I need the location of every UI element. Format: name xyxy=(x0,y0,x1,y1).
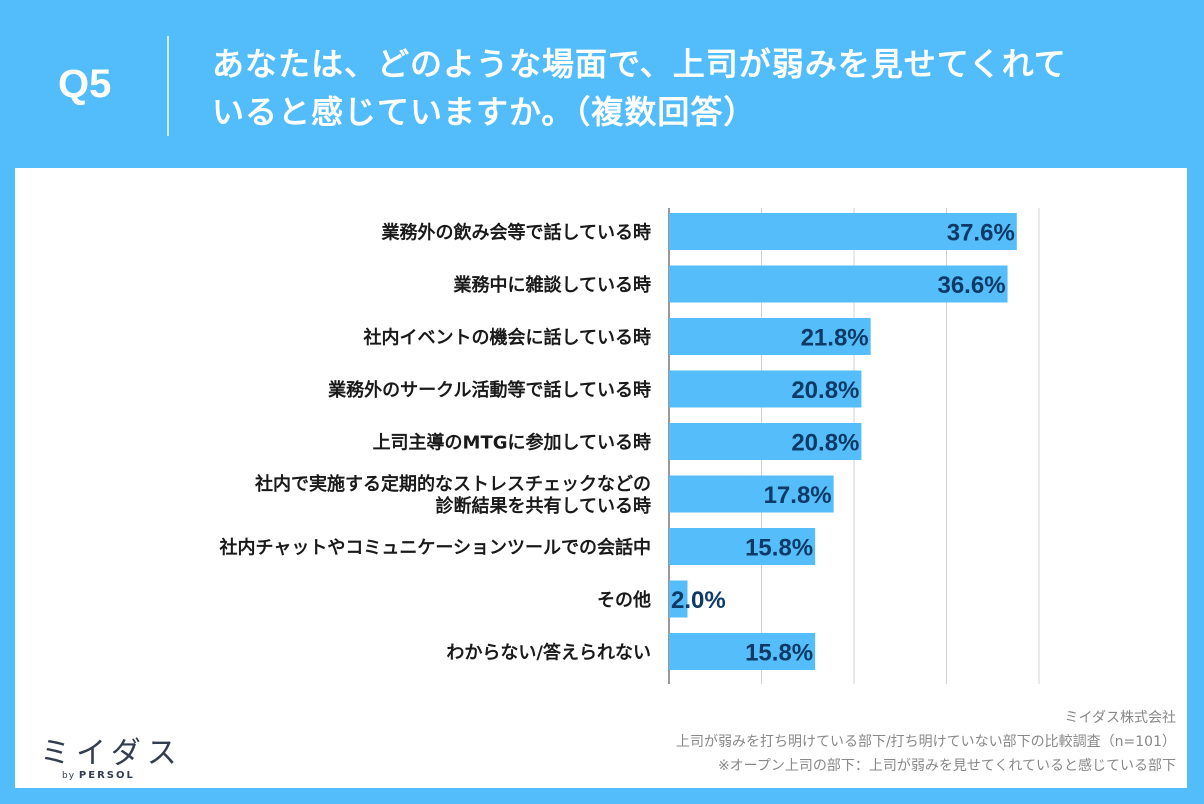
bar xyxy=(669,318,871,355)
category-label: その他 xyxy=(597,589,651,611)
data-label: 2.0% xyxy=(671,587,726,614)
question-number: Q5 xyxy=(58,62,112,106)
data-label: 15.8% xyxy=(745,535,813,562)
data-label: 21.8% xyxy=(801,325,869,352)
footer-survey: 上司が弱みを打ち明けている部下/打ち明けていない部下の比較調査（n=101） xyxy=(675,734,1176,750)
bar xyxy=(669,370,862,408)
footer: ミイダス株式会社 上司が弱みを打ち明けている部下/打ち明けていない部下の比較調査… xyxy=(676,706,1176,778)
logo-brand: ミイダス xyxy=(40,736,183,771)
data-label: 17.8% xyxy=(764,482,832,509)
bar xyxy=(669,528,816,565)
question-line-2: いると感じていますか。（複数回答） xyxy=(212,93,757,131)
bar xyxy=(669,475,834,513)
bar xyxy=(669,580,688,618)
brand-logo: ミイダス by PERSOL xyxy=(40,728,183,781)
data-label: 15.8% xyxy=(745,640,813,667)
category-label: 業務外のサークル活動等で話している時 xyxy=(327,379,651,401)
category-label: 社内で実施する定期的なストレスチェックなどの xyxy=(255,473,651,495)
logo-partner: PERSOL xyxy=(78,770,135,781)
header-divider xyxy=(167,36,169,136)
category-label: 社内イベントの機会に話している時 xyxy=(364,327,651,349)
bar xyxy=(669,423,862,460)
category-label: 社内チャットやコミュニケーションツールでの会話中 xyxy=(220,537,651,559)
category-label: 上司主導のMTGに参加している時 xyxy=(373,432,651,454)
bar xyxy=(669,265,1008,303)
chart-panel: 37.6% 業務外の飲み会等で話している時 36.6% 業務中に雑談している時 21.8… xyxy=(15,168,1187,788)
bar xyxy=(669,213,1017,250)
footer-note: ※オープン上司の部下：上司が弱みを見せてくれていると感じている部下 xyxy=(717,758,1176,774)
category-label: 業務外の飲み会等で話している時 xyxy=(381,222,651,244)
bar-chart: 37.6% 業務外の飲み会等で話している時 36.6% 業務中に雑談している時 21.8… xyxy=(220,208,1040,684)
data-label: 36.6% xyxy=(937,272,1005,299)
data-label: 20.8% xyxy=(791,377,859,404)
question-line-1: あなたは、どのような場面で、上司が弱みを見せてくれて xyxy=(212,45,1067,83)
data-label: 20.8% xyxy=(791,430,859,457)
data-label: 37.6% xyxy=(947,220,1015,247)
category-label: 診断結果を共有している時 xyxy=(436,495,651,517)
logo-byline: by PERSOL xyxy=(40,770,183,781)
category-label: わからない/答えられない xyxy=(446,642,651,664)
logo-by: by xyxy=(62,771,76,781)
question-text: あなたは、どのような場面で、上司が弱みを見せてくれて いると感じていますか。（複… xyxy=(212,40,1172,136)
footer-company: ミイダス株式会社 xyxy=(1064,710,1176,726)
bar xyxy=(669,633,816,670)
category-label: 業務中に雑談している時 xyxy=(453,274,651,296)
